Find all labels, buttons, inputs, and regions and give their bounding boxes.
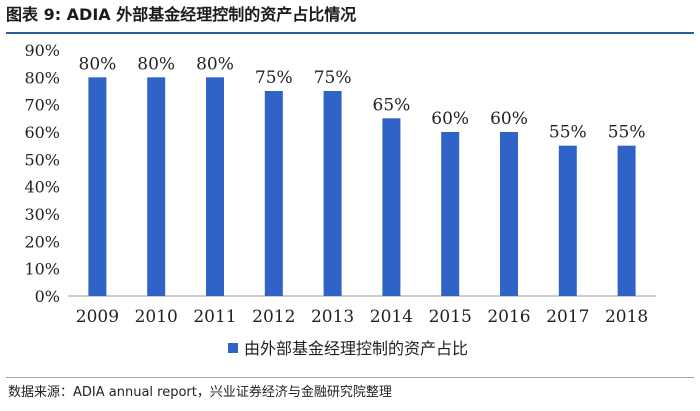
data-label: 75% <box>314 68 352 88</box>
source-divider <box>6 377 694 378</box>
bar <box>206 77 224 296</box>
y-tick-label: 40% <box>24 178 60 197</box>
x-tick-label: 2015 <box>429 307 472 327</box>
data-label: 80% <box>137 54 175 74</box>
source-note: 数据来源：ADIA annual report，兴业证券经济与金融研究院整理 <box>8 385 392 400</box>
x-tick-label: 2009 <box>76 307 119 327</box>
x-tick-label: 2017 <box>546 307 589 327</box>
bar <box>500 132 518 296</box>
data-label: 60% <box>490 109 528 129</box>
bar <box>88 77 107 296</box>
x-tick-label: 2016 <box>487 307 530 327</box>
x-tick-label: 2018 <box>605 307 648 327</box>
bar <box>264 91 283 296</box>
y-tick-label: 80% <box>24 68 60 87</box>
x-tick-label: 2014 <box>370 307 413 327</box>
y-tick-label: 60% <box>24 123 60 142</box>
figure-title: 图表 9: ADIA 外部基金经理控制的资产占比情况 <box>6 5 357 24</box>
bar <box>147 77 166 296</box>
y-tick-label: 20% <box>24 232 60 251</box>
x-tick-label: 2011 <box>193 307 236 327</box>
data-label: 65% <box>373 95 411 115</box>
y-tick-label: 10% <box>24 260 60 279</box>
x-tick-label: 2013 <box>311 307 354 327</box>
y-tick-label: 90% <box>24 41 60 60</box>
data-label: 75% <box>255 68 293 88</box>
data-label: 60% <box>431 109 469 129</box>
bar <box>441 132 460 296</box>
legend-swatch <box>228 343 238 353</box>
bar <box>558 145 577 296</box>
y-tick-label: 70% <box>24 96 60 115</box>
bar <box>382 118 401 296</box>
data-label: 55% <box>608 123 646 143</box>
y-tick-label: 30% <box>24 205 60 224</box>
data-label: 55% <box>549 123 587 143</box>
bar <box>617 145 636 296</box>
bar-chart: 0% 10% 20% 30% 40% 50% 60% 70% 80% 90% 80% 2009 80% 2… <box>24 41 656 358</box>
y-tick-label: 0% <box>35 287 60 306</box>
title-divider <box>6 32 694 34</box>
bar <box>323 91 342 296</box>
chart-area: 0% 10% 20% 30% 40% 50% 60% 70% 80% 90% 80% 2009 80% 2… <box>0 34 700 374</box>
x-tick-label: 2012 <box>252 307 295 327</box>
data-label: 80% <box>196 54 234 74</box>
y-tick-label: 50% <box>24 150 60 169</box>
data-label: 80% <box>79 54 117 74</box>
x-tick-label: 2010 <box>135 307 178 327</box>
legend-label: 由外部基金经理控制的资产占比 <box>244 339 468 358</box>
